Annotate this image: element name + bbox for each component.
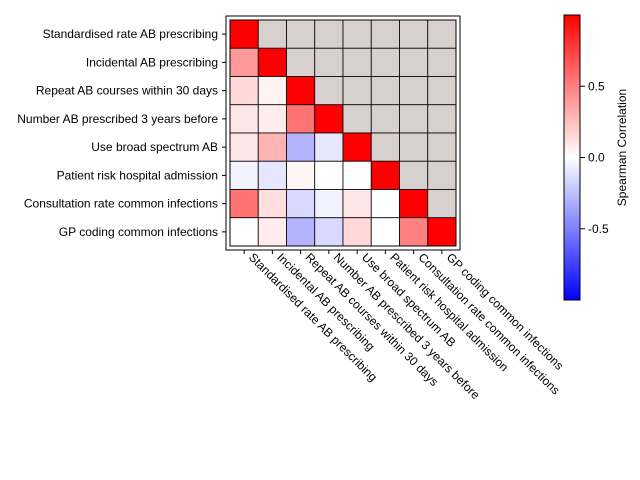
heatmap-cell — [342, 189, 372, 219]
heatmap-cell-masked — [399, 160, 429, 190]
heatmap-cell — [229, 47, 259, 77]
heatmap-cell — [229, 189, 259, 219]
colorbar-tick-label: 0.0 — [588, 151, 605, 165]
heatmap-cell-masked — [286, 47, 316, 77]
heatmap-cell — [314, 189, 344, 219]
heatmap-cell — [370, 160, 400, 190]
heatmap-cell-masked — [370, 76, 400, 106]
y-tick-label: Use broad spectrum AB — [91, 140, 218, 154]
heatmap-cell-masked — [342, 47, 372, 77]
heatmap-cell — [257, 76, 287, 106]
heatmap-cell — [229, 19, 259, 49]
y-tick-label: Number AB prescribed 3 years before — [17, 112, 218, 126]
heatmap-cell — [257, 217, 287, 247]
heatmap-cell — [229, 217, 259, 247]
heatmap-cell-masked — [399, 132, 429, 162]
heatmap-cell — [314, 217, 344, 247]
heatmap-cell-masked — [314, 19, 344, 49]
heatmap-cell — [257, 47, 287, 77]
heatmap-cell-masked — [427, 19, 457, 49]
colorbar-tick-label: 0.5 — [588, 79, 605, 93]
colorbar-tick-label: -0.5 — [588, 222, 609, 236]
heatmap-cell-masked — [427, 104, 457, 134]
heatmap-cell — [399, 217, 429, 247]
heatmap-cell-masked — [399, 104, 429, 134]
heatmap-cell — [399, 189, 429, 219]
heatmap-cell-masked — [370, 47, 400, 77]
heatmap-cell — [314, 104, 344, 134]
heatmap-cell — [286, 217, 316, 247]
y-tick-labels: Standardised rate AB prescribing Incident… — [17, 27, 226, 239]
heatmap-cell-masked — [427, 160, 457, 190]
heatmap-cell — [286, 132, 316, 162]
heatmap-cell — [229, 132, 259, 162]
colorbar-ticks: 0.5 0.0 -0.5 — [580, 79, 609, 236]
heatmap-cell-masked — [257, 19, 287, 49]
heatmap-cell-masked — [370, 104, 400, 134]
heatmap-cell — [229, 76, 259, 106]
heatmap-cell — [257, 189, 287, 219]
heatmap-cell — [229, 104, 259, 134]
heatmap-cell-masked — [427, 132, 457, 162]
plot-frame — [229, 19, 457, 247]
heatmap-cell — [427, 217, 457, 247]
heatmap-cell-masked — [427, 189, 457, 219]
heatmap-cell — [286, 160, 316, 190]
heatmap-cell-masked — [342, 104, 372, 134]
heatmap-cell — [342, 132, 372, 162]
heatmap-cell-masked — [399, 47, 429, 77]
heatmap-cell-masked — [370, 19, 400, 49]
y-tick-label: Standardised rate AB prescribing — [43, 27, 218, 41]
heatmap-cell-masked — [314, 76, 344, 106]
colorbar-label: Spearman Correlation — [615, 89, 629, 206]
heatmap-cell-masked — [399, 19, 429, 49]
heatmap-cell-masked — [314, 47, 344, 77]
heatmap-cell — [342, 160, 372, 190]
heatmap-cell — [286, 76, 316, 106]
colorbar — [563, 14, 581, 301]
x-tick-label: GP coding common infections — [444, 250, 566, 372]
x-tick-labels: Standardised rate AB prescribingIncident… — [243, 250, 566, 402]
heatmap-cell — [286, 189, 316, 219]
heatmap-cell — [229, 160, 259, 190]
plot-outer-frame — [225, 15, 461, 251]
y-tick-label: GP coding common infections — [59, 225, 218, 239]
y-tick-label: Consultation rate common infections — [24, 197, 218, 211]
heatmap-cell — [286, 104, 316, 134]
heatmap-cell-masked — [427, 76, 457, 106]
heatmap-cell-masked — [370, 132, 400, 162]
heatmap-cell-masked — [427, 47, 457, 77]
heatmap-cell-masked — [342, 76, 372, 106]
heatmap-cell-masked — [399, 76, 429, 106]
heatmap-cell — [370, 217, 400, 247]
heatmap-cell — [370, 189, 400, 219]
heatmap-cell — [257, 104, 287, 134]
heatmap-cells — [225, 15, 461, 251]
heatmap-cell — [257, 160, 287, 190]
heatmap-cell — [314, 132, 344, 162]
heatmap-cell-masked — [286, 19, 316, 49]
y-tick-label: Repeat AB courses within 30 days — [36, 84, 218, 98]
heatmap-cell — [342, 217, 372, 247]
y-tick-label: Incidental AB prescribing — [86, 55, 218, 69]
y-tick-label: Patient risk hospital admission — [57, 168, 218, 182]
heatmap-cell-masked — [342, 19, 372, 49]
heatmap-cell — [257, 132, 287, 162]
heatmap-cell — [314, 160, 344, 190]
